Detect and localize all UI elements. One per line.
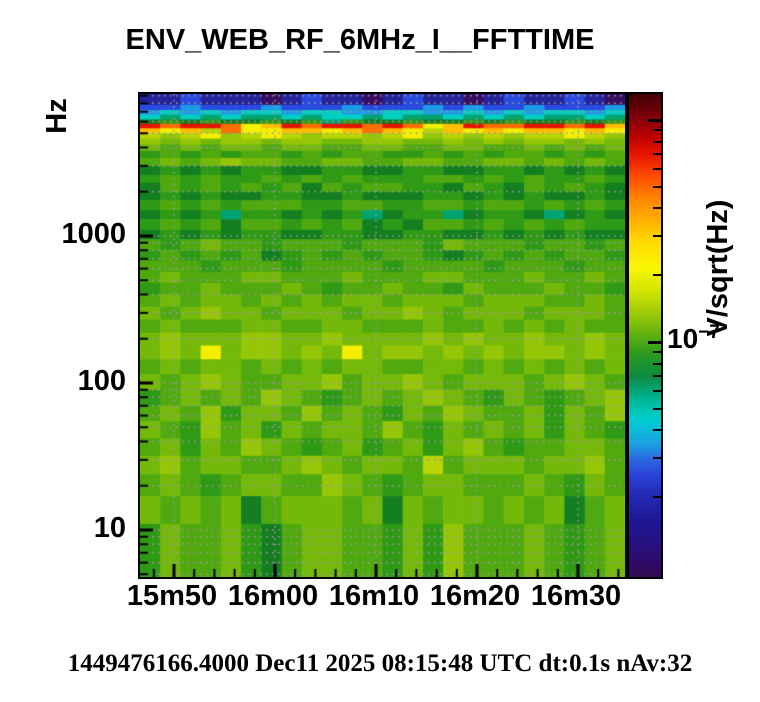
colorbar-tick — [653, 407, 661, 410]
colorbar-tick — [653, 457, 661, 460]
y-tick-label-1000: 1000 — [61, 218, 126, 250]
x-tick-label-16m30: 16m30 — [530, 580, 622, 612]
colorbar-tick — [648, 119, 661, 122]
colorbar-tick — [653, 274, 661, 277]
colorbar-tick — [653, 235, 661, 238]
colorbar-axis-title: V/sqrt(Hz) — [702, 199, 734, 337]
colorbar-tick-label: 10−7 — [667, 322, 720, 354]
colorbar-tick — [648, 341, 661, 344]
colorbar-tick — [653, 153, 661, 156]
colorbar-tick — [653, 375, 661, 378]
colorbar-tick — [653, 129, 661, 132]
y-axis-title: Hz — [41, 98, 73, 134]
plot-title: ENV_WEB_RF_6MHz_I__FFTTIME — [125, 24, 595, 56]
colorbar-tick — [653, 185, 661, 188]
colorbar-tick — [653, 351, 661, 354]
x-tick-label-15m50: 15m50 — [126, 580, 218, 612]
colorbar-tick — [653, 496, 661, 499]
footer-timestamp: 1449476166.4000 Dec11 2025 08:15:48 UTC … — [67, 650, 693, 677]
y-tick-label-100: 100 — [77, 365, 126, 397]
colorbar-tick — [653, 362, 661, 365]
plot-frame — [138, 92, 627, 579]
colorbar-tick — [653, 429, 661, 432]
colorbar-tick — [653, 168, 661, 171]
x-tick-label-16m00: 16m00 — [227, 580, 319, 612]
colorbar-tick — [653, 207, 661, 210]
colorbar-tick — [653, 390, 661, 393]
x-tick-label-16m20: 16m20 — [429, 580, 521, 612]
x-tick-label-16m10: 16m10 — [328, 580, 420, 612]
y-tick-label-10: 10 — [93, 512, 126, 544]
colorbar — [627, 92, 663, 579]
spectrogram-heatmap — [140, 94, 625, 577]
colorbar-tick — [653, 140, 661, 143]
